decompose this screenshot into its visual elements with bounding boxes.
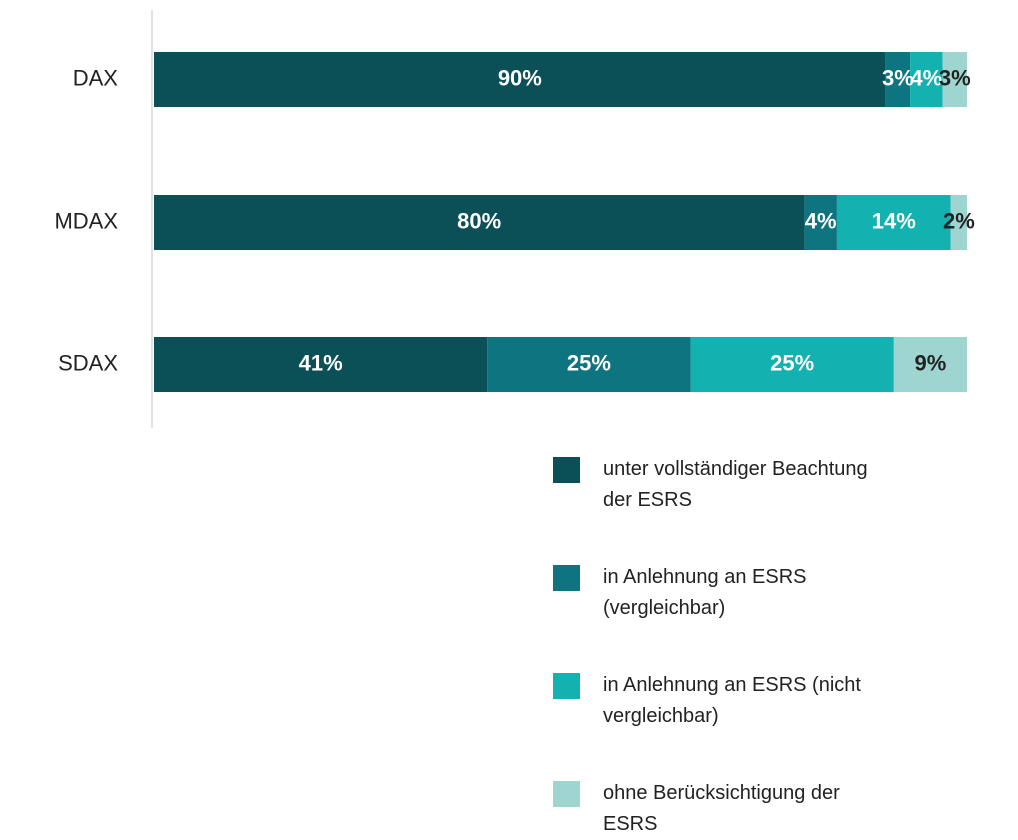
- value-label: 9%: [915, 350, 947, 375]
- value-label: 25%: [770, 350, 814, 375]
- bar-segment: [950, 195, 967, 250]
- category-label: SDAX: [58, 350, 118, 375]
- legend-swatch: [553, 781, 580, 807]
- legend-item: unter vollständiger Beachtung der ESRS: [553, 454, 873, 516]
- bar-segment: [154, 195, 805, 250]
- value-label: 80%: [457, 208, 501, 233]
- bar-segment: [804, 195, 837, 250]
- legend-label: in Anlehnung an ESRS (nicht vergleichbar…: [603, 674, 861, 727]
- legend-swatch: [553, 565, 580, 591]
- value-label: 90%: [498, 65, 542, 90]
- value-label: 14%: [872, 208, 916, 233]
- legend-item: ohne Berücksichtigung der ESRS: [553, 778, 873, 840]
- bar-segment: [487, 337, 691, 392]
- bar-segment: [942, 52, 967, 107]
- bar-segment: [885, 52, 911, 107]
- legend-label: unter vollständiger Beachtung der ESRS: [603, 458, 868, 511]
- legend-item: in Anlehnung an ESRS (nicht vergleichbar…: [553, 670, 873, 732]
- legend-label: ohne Berücksichtigung der ESRS: [603, 782, 840, 835]
- legend-swatch: [553, 457, 580, 483]
- value-label: 3%: [939, 65, 971, 90]
- value-label: 2%: [943, 208, 975, 233]
- value-label: 4%: [805, 208, 837, 233]
- bar-segment: [910, 52, 943, 107]
- bar-segment: [154, 52, 886, 107]
- legend-label: in Anlehnung an ESRS (vergleichbar): [603, 566, 807, 619]
- bar-segment: [836, 195, 951, 250]
- bar-segment: [893, 337, 967, 392]
- value-label: 41%: [299, 350, 343, 375]
- category-label: DAX: [73, 65, 119, 90]
- bar-segment: [154, 337, 488, 392]
- bar-segment: [690, 337, 894, 392]
- legend-swatch: [553, 673, 580, 699]
- value-label: 25%: [567, 350, 611, 375]
- chart: DAX 90% 3%4%3%MDAX 80% 4% 14% 2%SDAX 41% 25% 25% 9…: [54, 10, 975, 428]
- value-label: 3%: [882, 65, 914, 90]
- value-label: 4%: [910, 65, 942, 90]
- category-label: MDAX: [54, 208, 118, 233]
- legend-item: in Anlehnung an ESRS (vergleichbar): [553, 562, 873, 624]
